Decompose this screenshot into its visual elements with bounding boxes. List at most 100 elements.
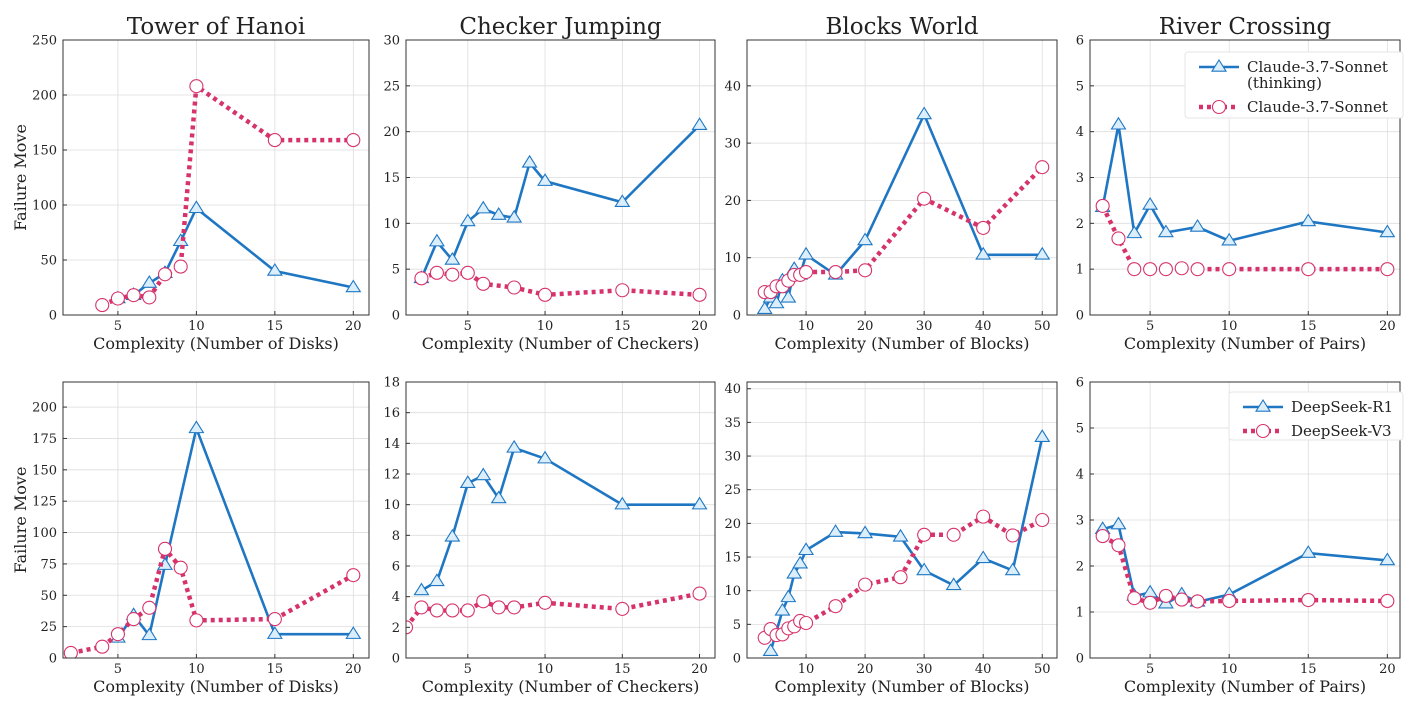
- data-point-triangle: [1142, 196, 1159, 210]
- y-axis-label: Failure Move: [11, 467, 30, 574]
- axes-frame: [746, 39, 1058, 316]
- data-point-triangle: [691, 117, 708, 130]
- x-tick-label: 10: [1221, 662, 1238, 677]
- data-point-triangle: [444, 251, 461, 265]
- data-point-circle: [1035, 160, 1050, 175]
- y-tick-label: 0: [733, 652, 741, 667]
- x-tick-label: 20: [691, 662, 708, 677]
- data-point-circle: [507, 280, 522, 295]
- data-point-circle: [858, 263, 873, 278]
- data-point-triangle: [1126, 225, 1143, 239]
- data-point-triangle: [892, 528, 909, 542]
- data-point-circle: [1301, 592, 1316, 608]
- x-tick-label: 10: [188, 662, 205, 677]
- y-tick-label: 0: [49, 652, 57, 667]
- data-point-circle: [491, 600, 506, 615]
- data-point-circle: [1111, 538, 1126, 553]
- data-point-triangle: [756, 301, 773, 315]
- x-tick-label: 10: [798, 662, 815, 677]
- data-point-triangle: [768, 295, 785, 309]
- series-1: [1094, 116, 1396, 246]
- data-point-triangle: [1004, 562, 1021, 576]
- y-tick-label: 14: [383, 437, 400, 452]
- subplot-title: Tower of Hanoi: [127, 14, 305, 40]
- y-tick-label: 18: [383, 376, 400, 391]
- y-tick-label: 1: [1076, 606, 1084, 621]
- y-tick-label: 20: [724, 194, 741, 209]
- series-1: [413, 117, 708, 284]
- y-tick-label: 0: [392, 309, 400, 324]
- y-tick-label: 125: [32, 495, 57, 510]
- data-point-triangle: [614, 496, 631, 510]
- x-axis-label: Complexity (Number of Blocks): [775, 677, 1030, 696]
- data-point-circle: [1158, 588, 1173, 603]
- x-tick-label: 50: [1034, 319, 1051, 334]
- data-point-circle: [615, 601, 630, 616]
- data-point-triangle: [490, 207, 507, 220]
- x-tick-label: 5: [1146, 319, 1154, 334]
- series-line-solid: [1102, 522, 1388, 606]
- subplot-5: 5 10 15 200255075100125150175200Complexity …: [11, 381, 370, 696]
- series-2: [63, 541, 361, 658]
- y-tick-label: 50: [40, 589, 57, 604]
- data-point-circle: [267, 133, 282, 148]
- y-tick-label: 0: [733, 309, 741, 324]
- series-line-solid: [420, 124, 701, 279]
- data-point-circle: [445, 603, 460, 618]
- data-point-circle: [110, 291, 125, 306]
- data-point-triangle: [490, 490, 507, 504]
- data-point-triangle: [1110, 116, 1127, 130]
- legend-label: DeepSeek-R1: [1291, 398, 1393, 416]
- data-point-triangle: [1189, 218, 1206, 232]
- data-point-circle: [1174, 592, 1189, 607]
- data-point-triangle: [537, 450, 554, 464]
- y-tick-label: 35: [724, 416, 741, 431]
- data-point-triangle: [780, 289, 797, 303]
- x-tick-label: 20: [1379, 662, 1396, 677]
- data-point-triangle: [506, 209, 523, 223]
- data-point-circle: [414, 600, 429, 615]
- y-tick-label: 4: [1076, 468, 1084, 483]
- data-point-circle: [976, 220, 991, 235]
- x-tick-label: 20: [1379, 319, 1396, 334]
- x-axis-label: Complexity (Number of Blocks): [775, 334, 1030, 353]
- y-tick-label: 25: [724, 483, 741, 498]
- y-tick-label: 2: [392, 621, 400, 636]
- data-point-triangle: [1034, 246, 1051, 260]
- series-line-dotted: [101, 82, 354, 308]
- y-tick-label: 150: [32, 144, 57, 159]
- x-axis-label: Complexity (Number of Disks): [93, 334, 339, 353]
- data-point-triangle: [345, 279, 362, 293]
- data-point-circle: [946, 527, 961, 542]
- data-point-triangle: [1110, 516, 1127, 530]
- data-point-triangle: [172, 233, 189, 247]
- data-point-circle: [798, 264, 814, 280]
- y-tick-label: 30: [383, 34, 400, 49]
- y-tick-label: 100: [32, 526, 57, 541]
- data-point-circle: [917, 191, 932, 206]
- series-2: [95, 79, 361, 313]
- x-tick-label: 20: [345, 662, 362, 677]
- data-point-circle: [1190, 262, 1205, 277]
- x-tick-label: 40: [975, 319, 992, 334]
- series-1: [762, 429, 1051, 657]
- y-tick-label: 10: [383, 498, 400, 513]
- series-2: [757, 509, 1050, 645]
- y-tick-label: 200: [32, 401, 57, 416]
- data-point-circle: [1143, 595, 1158, 610]
- x-tick-label: 10: [537, 662, 554, 677]
- data-point-circle: [476, 276, 491, 291]
- data-point-circle: [267, 612, 282, 627]
- x-tick-label: 15: [614, 319, 631, 334]
- y-tick-label: 30: [724, 137, 741, 152]
- data-point-circle: [445, 267, 460, 282]
- data-point-circle: [1380, 593, 1395, 609]
- data-point-triangle: [1157, 224, 1174, 238]
- data-point-circle: [157, 541, 173, 556]
- data-point-triangle: [1300, 545, 1317, 558]
- x-tick-label: 5: [114, 319, 122, 334]
- data-point-circle: [1095, 529, 1110, 544]
- y-tick-label: 5: [1076, 422, 1084, 437]
- y-tick-label: 6: [392, 560, 400, 575]
